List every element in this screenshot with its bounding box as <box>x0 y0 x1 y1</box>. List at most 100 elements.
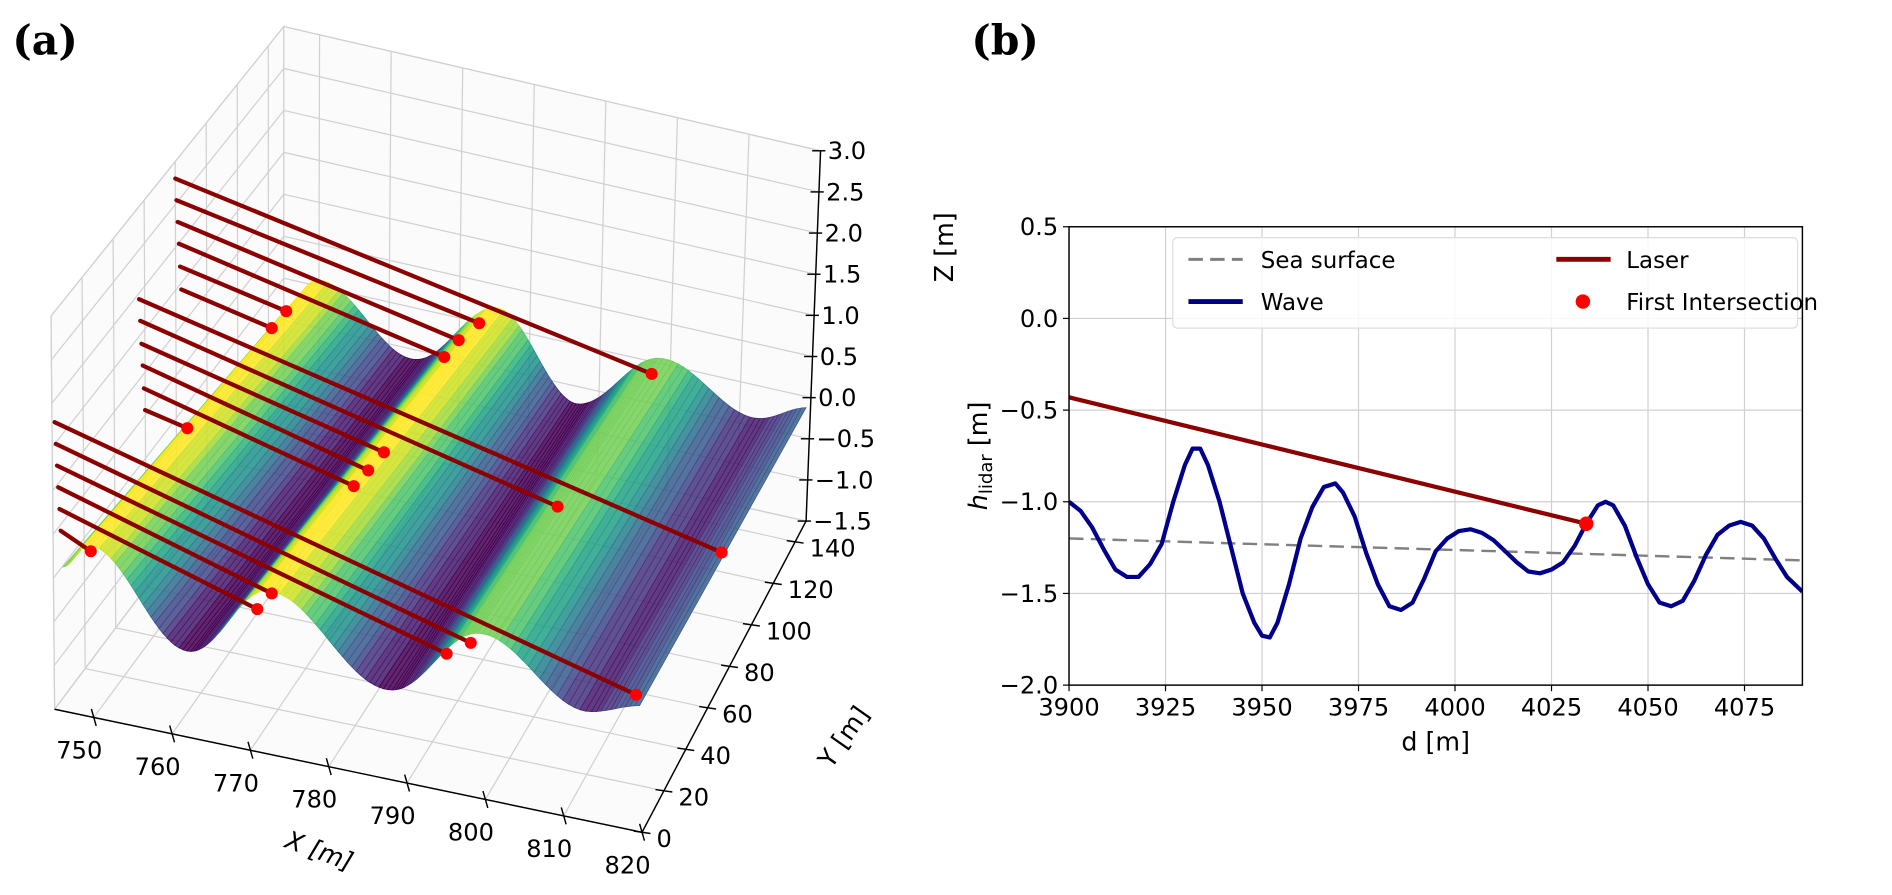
intersection-point <box>84 545 97 558</box>
z-tick-label: 1.5 <box>823 261 861 289</box>
legend-laser-label: Laser <box>1626 248 1689 274</box>
z-tick-label: 1.0 <box>821 302 859 330</box>
first-intersection-marker <box>1579 516 1594 532</box>
z-tick-label: −1.0 <box>815 466 874 494</box>
back-gridline-z <box>283 25 821 152</box>
x-tick <box>403 774 411 792</box>
y-tick-label: 60 <box>722 700 753 728</box>
legend-wave-label: Wave <box>1261 290 1324 316</box>
back-gridline-z <box>283 235 813 358</box>
y-tick-label: 100 <box>766 617 812 645</box>
x-axis-line <box>54 708 643 833</box>
panel-b-line-plot: 3900 3925 3950 3975 4000 4025 4050 4075 0.5 0.0 −0… <box>963 213 1818 756</box>
y-tick <box>720 664 739 669</box>
x-tick-label: 790 <box>370 802 416 830</box>
y-tick-label: −0.5 <box>1000 397 1059 425</box>
laser-beam <box>142 407 190 431</box>
x-tick-label: 3975 <box>1328 693 1389 721</box>
laser-beam <box>176 241 447 360</box>
panel-a-x-axis-label: X [m] <box>280 824 358 877</box>
z-tick-label: 0.5 <box>820 343 858 371</box>
panel-b-label: (b) <box>971 15 1038 64</box>
x-tick <box>482 790 489 809</box>
left-gridline-z <box>52 235 285 535</box>
ylabel-subscript: lidar <box>976 454 997 495</box>
x-tick <box>247 741 254 759</box>
laser-beam <box>140 363 371 473</box>
x-tick <box>560 807 567 825</box>
y-tick-label: 40 <box>700 742 731 770</box>
panel-b-x-axis-label: d [m] <box>1401 726 1470 756</box>
laser-beam <box>58 528 93 554</box>
x-tick-label: 3925 <box>1135 693 1196 721</box>
intersection-point <box>438 351 451 364</box>
laser-beam <box>138 318 560 509</box>
intersection-point <box>715 546 728 559</box>
intersection-point <box>265 587 278 600</box>
laser-beam <box>177 264 289 314</box>
intersection-point <box>280 305 293 318</box>
back-gridline-z <box>283 67 820 193</box>
x-tick <box>168 725 176 743</box>
y-tick-label: 20 <box>678 783 709 811</box>
intersection-point <box>265 322 278 335</box>
y-tick <box>742 622 760 627</box>
z-tick-label: −1.5 <box>813 508 872 536</box>
y-tick <box>764 581 782 586</box>
x-tick-label: 750 <box>56 736 102 764</box>
y-tick <box>677 747 695 752</box>
y-axis-line <box>641 520 807 833</box>
ylabel-unit: [m] <box>963 402 993 455</box>
wave-line <box>1069 446 1803 640</box>
laser-beam <box>136 297 724 555</box>
left-gridline-z <box>51 110 285 404</box>
intersection-point <box>551 500 564 513</box>
intersection-point <box>440 647 453 660</box>
y-tick-label: 80 <box>744 659 775 687</box>
intersection-point <box>452 334 465 347</box>
x-tick-label: 770 <box>213 769 259 797</box>
panel-a-label: (a) <box>12 15 77 64</box>
panel-b-y-axis-label: hlidar [m] <box>963 402 997 511</box>
z-tick-label: 0.0 <box>818 384 856 412</box>
laser-beam <box>179 287 274 331</box>
x-tick-label: 4050 <box>1617 693 1678 721</box>
y-tick-label: 0 <box>657 825 672 853</box>
intersection-point <box>473 317 486 330</box>
x-tick-label: 780 <box>291 786 337 814</box>
z-axis-line <box>805 150 822 522</box>
y-tick-label: −1.0 <box>1000 488 1059 516</box>
y-tick-label: −2.0 <box>1000 672 1059 700</box>
panel-a-z-axis-label: Z [m] <box>929 212 959 282</box>
legend-box <box>1172 237 1799 329</box>
x-tick-label: 3950 <box>1231 693 1292 721</box>
left-gridline-z <box>51 152 285 448</box>
x-tick <box>325 758 332 776</box>
laser-beam <box>175 219 461 343</box>
y-tick <box>786 539 804 544</box>
laser-beam <box>57 506 260 612</box>
z-tick-label: −0.5 <box>817 425 876 453</box>
intersection-point <box>251 603 264 616</box>
intersection-point <box>464 636 477 649</box>
floor-gridline-y <box>85 667 665 792</box>
panel-b-series <box>1069 395 1803 640</box>
left-gridline-z <box>52 277 285 579</box>
sea-surface-line <box>1069 537 1803 562</box>
x-tick-label: 760 <box>135 753 181 781</box>
left-gridline-z <box>50 68 285 361</box>
legend-sea-surface-label: Sea surface <box>1261 248 1396 274</box>
y-tick-label: 140 <box>810 534 856 562</box>
x-tick-label: 4025 <box>1521 693 1582 721</box>
back-gridline-z <box>283 193 815 316</box>
laser-beams <box>52 176 728 701</box>
intersection-point <box>181 422 194 435</box>
back-gridline-z <box>283 277 812 399</box>
laser-beam <box>141 386 356 489</box>
laser-beam <box>139 341 387 455</box>
z-tick-label: 3.0 <box>828 137 866 165</box>
x-tick-label: 4075 <box>1714 693 1775 721</box>
left-gridline-z <box>50 26 285 317</box>
